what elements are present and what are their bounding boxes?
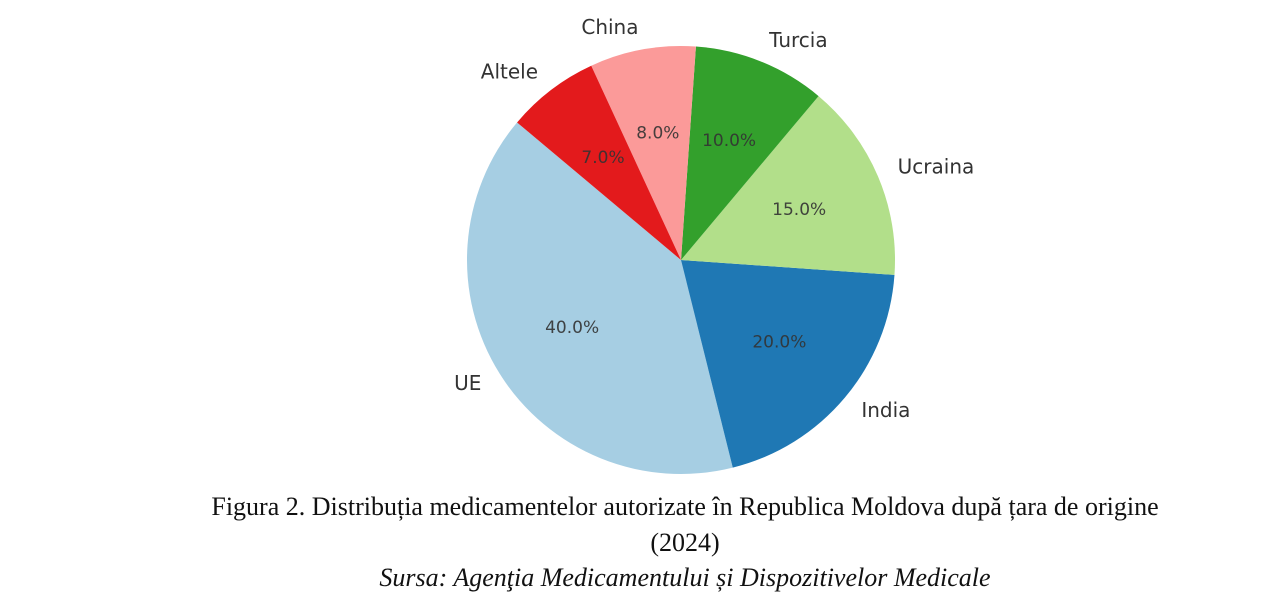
pie-slice-india — [681, 260, 895, 468]
slice-percent-ue: 40.0% — [545, 318, 599, 338]
slice-percent-ucraina: 15.0% — [772, 200, 826, 220]
figure-caption: Figura 2. Distribuția medicamentelor aut… — [211, 492, 1159, 521]
slice-label-ue: UE — [454, 371, 481, 395]
slice-label-india: India — [861, 398, 910, 422]
pie-slice-ucraina — [681, 96, 895, 275]
slice-label-china: China — [581, 15, 638, 39]
pie-slice-ue — [466, 122, 733, 474]
slice-label-altele: Altele — [481, 59, 538, 83]
slice-label-turcia: Turcia — [768, 28, 827, 52]
figure-source: Sursa: Agenţia Medicamentului și Dispozi… — [379, 563, 991, 592]
pie-slice-china — [591, 45, 696, 260]
slice-label-ucraina: Ucraina — [898, 155, 975, 179]
slice-percent-altele: 7.0% — [581, 148, 624, 168]
slice-percent-india: 20.0% — [752, 333, 806, 353]
slice-percent-turcia: 10.0% — [702, 131, 756, 151]
pie-slice-altele — [517, 65, 681, 260]
slice-percent-china: 8.0% — [636, 124, 679, 144]
pie-slice-turcia — [681, 46, 819, 260]
pie-chart: UE 40.0% India 20.0% Ucraina 15.0% Turcia 10.0%… — [454, 15, 975, 474]
figure-caption-year: (2024) — [650, 528, 720, 557]
